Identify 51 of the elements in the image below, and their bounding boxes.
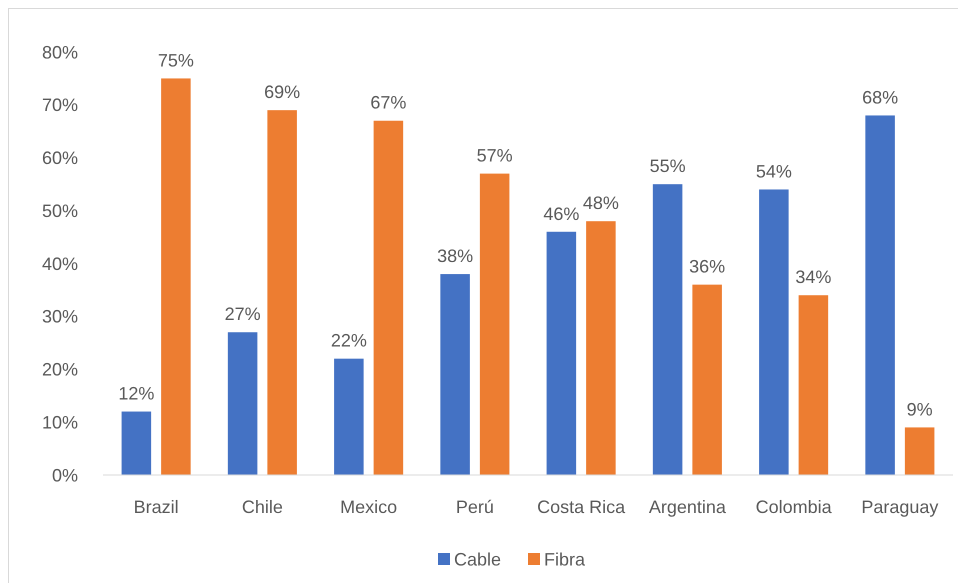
x-tick-label: Paraguay xyxy=(861,497,938,517)
bar xyxy=(440,274,470,475)
y-tick-label: 40% xyxy=(42,254,78,274)
data-label: 69% xyxy=(264,82,300,102)
data-label: 12% xyxy=(118,384,154,404)
data-label: 67% xyxy=(370,92,406,113)
data-label: 9% xyxy=(906,399,933,420)
y-tick-label: 80% xyxy=(42,42,78,62)
bar xyxy=(759,189,789,475)
x-tick-label: Brazil xyxy=(134,497,179,517)
data-label: 27% xyxy=(224,304,261,324)
x-tick-label: Colombia xyxy=(756,497,833,517)
data-label: 55% xyxy=(650,156,686,176)
y-tick-label: 10% xyxy=(42,412,78,432)
data-label: 46% xyxy=(543,204,580,224)
y-tick-label: 60% xyxy=(42,148,78,168)
bar xyxy=(480,174,510,475)
legend-label: Cable xyxy=(454,549,502,570)
data-label: 68% xyxy=(862,87,898,108)
y-tick-label: 50% xyxy=(42,200,78,221)
bar xyxy=(865,115,895,475)
x-tick-label: Perú xyxy=(456,497,494,517)
bar xyxy=(546,232,576,475)
x-tick-label: Mexico xyxy=(340,497,398,517)
x-tick-label: Argentina xyxy=(648,497,727,517)
legend-label: Fibra xyxy=(544,549,586,570)
bar xyxy=(586,221,616,475)
data-label: 75% xyxy=(158,50,194,70)
bar xyxy=(652,184,682,475)
y-tick-label: 0% xyxy=(52,465,78,486)
bar xyxy=(904,427,934,475)
bar xyxy=(267,110,297,475)
y-tick-label: 70% xyxy=(42,95,78,116)
bar xyxy=(692,284,722,475)
data-label: 36% xyxy=(689,256,726,277)
bar xyxy=(122,412,152,475)
y-tick-label: 20% xyxy=(42,360,78,380)
data-label: 38% xyxy=(437,246,474,266)
data-label: 54% xyxy=(756,161,792,182)
data-label: 22% xyxy=(330,330,367,351)
data-label: 34% xyxy=(795,267,832,288)
bar xyxy=(228,332,258,475)
bar xyxy=(374,120,404,475)
x-tick-label: Costa Rica xyxy=(537,497,626,517)
bar xyxy=(798,295,828,475)
bar xyxy=(334,358,364,475)
y-tick-label: 30% xyxy=(42,306,78,327)
data-label: 57% xyxy=(476,146,513,166)
data-label: 48% xyxy=(582,193,619,214)
x-tick-label: Chile xyxy=(242,497,283,517)
bar xyxy=(161,78,191,475)
